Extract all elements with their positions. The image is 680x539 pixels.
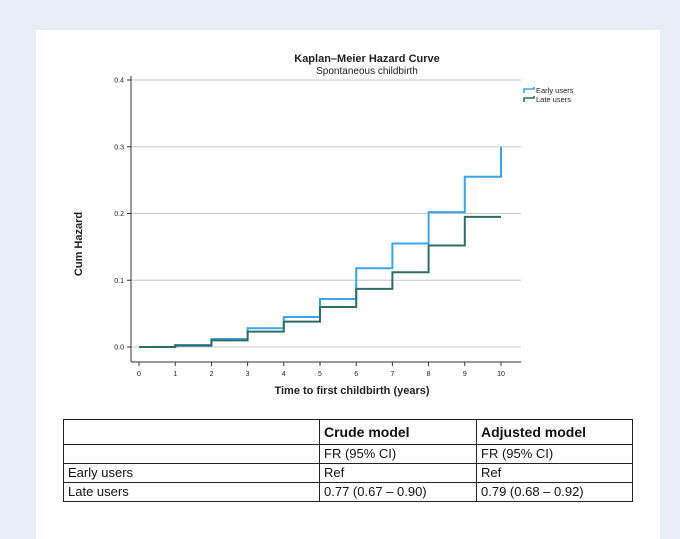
row-label: Early users [63,463,320,483]
axes [130,76,521,363]
gridlines [131,79,521,348]
table-subheader-cell [63,444,320,464]
x-tick-label: 7 [390,371,394,378]
table-row: Late users 0.77 (0.67 – 0.90) 0.79 (0.68… [63,482,633,502]
table-subheader-cell: FR (95% CI) [319,444,477,464]
adjusted-value: 0.79 (0.68 – 0.92) [476,482,633,502]
y-tick-label: 0.1 [114,278,124,285]
table-subheader-cell: FR (95% CI) [476,444,633,464]
table-header-cell: Crude model [319,419,477,445]
legend-swatch [523,87,535,93]
crude-value: Ref [319,463,477,483]
x-tick-label: 4 [282,371,286,378]
chart-subtitle: Spontaneous childbirth [316,66,418,77]
chart-title: Kaplan–Meier Hazard Curve [294,53,440,65]
legend-label: Late users [536,95,571,104]
series-layer [139,146,502,348]
hazard-chart: Kaplan–Meier Hazard Curve Spontaneous ch… [73,53,574,397]
y-tick-label: 0.4 [114,78,124,85]
x-tick-label: 2 [209,371,213,378]
y-tick-label: 0.0 [114,345,124,352]
x-tick-label: 8 [427,371,431,378]
x-tick-label: 3 [246,371,250,378]
table-header-row: Crude model Adjusted model [63,419,633,445]
x-tick-label: 1 [173,371,177,378]
legend-swatch [523,96,535,102]
axis-ticks: 0.0 0.1 0.2 0.3 0.4 0 1 2 3 4 5 6 7 8 9 10 [114,78,505,379]
table-header-cell: Adjusted model [476,419,633,445]
x-tick-label: 5 [318,371,322,378]
x-tick-label: 0 [137,371,141,378]
y-tick-label: 0.3 [114,144,124,151]
table-subheader-row: FR (95% CI) FR (95% CI) [63,444,633,464]
adjusted-value: Ref [476,463,633,483]
crude-value: 0.77 (0.67 – 0.90) [319,482,477,502]
hazard-ratio-table: Crude model Adjusted model FR (95% CI) F… [63,419,633,502]
x-tick-label: 10 [497,371,505,378]
x-tick-label: 6 [354,371,358,378]
row-label: Late users [63,482,320,502]
x-tick-label: 9 [463,371,467,378]
series-line-late-users [139,215,501,348]
table-header-cell [63,419,320,445]
y-axis-label: Cum Hazard [73,212,85,276]
y-tick-label: 0.2 [114,211,124,218]
table-row: Early users Ref Ref [63,463,633,483]
figure-card: Kaplan–Meier Hazard Curve Spontaneous ch… [36,30,660,539]
legend-label: Early users [536,86,574,95]
x-axis-label: Time to first childbirth (years) [274,385,429,397]
